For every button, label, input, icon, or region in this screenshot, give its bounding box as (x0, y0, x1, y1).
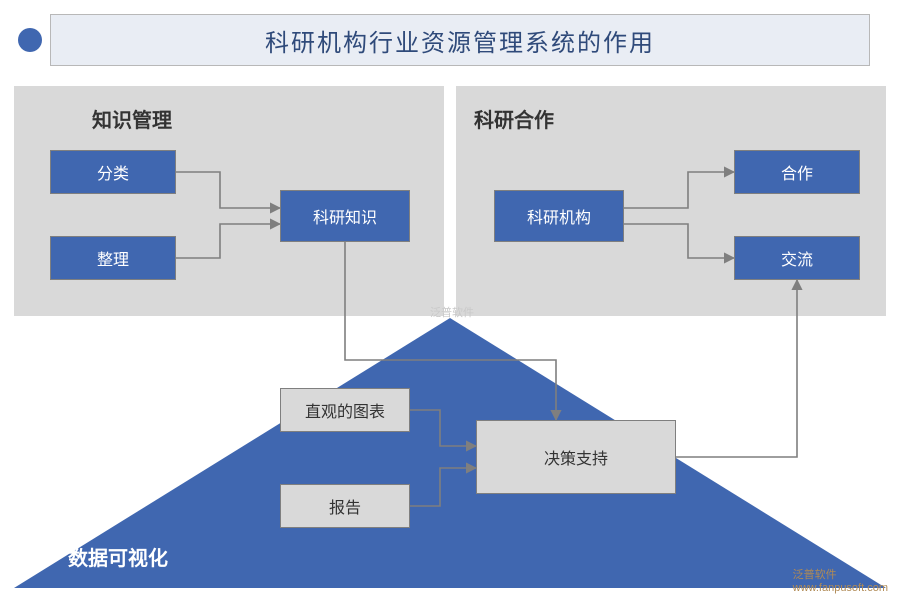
node-knowledge: 科研知识 (280, 190, 410, 242)
node-classify-label: 分类 (97, 160, 129, 184)
node-coop-label: 合作 (781, 160, 813, 184)
node-organize: 整理 (50, 236, 176, 280)
watermark-corner: 泛普软件 www.fanpusoft.com (793, 566, 888, 594)
node-charts-label: 直观的图表 (305, 398, 385, 422)
section-title-right: 科研合作 (474, 104, 554, 133)
node-institute: 科研机构 (494, 190, 624, 242)
node-exchange-label: 交流 (781, 246, 813, 270)
node-decision-label: 决策支持 (544, 445, 608, 469)
watermark-center: 泛普软件 (430, 304, 474, 320)
section-title-left: 知识管理 (92, 104, 172, 133)
watermark-corner-text: 泛普软件 (793, 569, 837, 581)
watermark-corner-url: www.fanpusoft.com (793, 582, 888, 594)
node-exchange: 交流 (734, 236, 860, 280)
node-report: 报告 (280, 484, 410, 528)
section-title-bottom: 数据可视化 (68, 542, 168, 571)
node-decision: 决策支持 (476, 420, 676, 494)
node-organize-label: 整理 (97, 246, 129, 270)
node-knowledge-label: 科研知识 (313, 204, 377, 228)
node-institute-label: 科研机构 (527, 204, 591, 228)
title-text: 科研机构行业资源管理系统的作用 (265, 23, 655, 58)
node-charts: 直观的图表 (280, 388, 410, 432)
title-bullet (18, 28, 42, 52)
node-report-label: 报告 (329, 494, 361, 518)
diagram-canvas: 科研机构行业资源管理系统的作用 知识管理 科研合作 数据可视化 分类 整理 科研… (0, 0, 900, 600)
node-classify: 分类 (50, 150, 176, 194)
node-coop: 合作 (734, 150, 860, 194)
title-bar: 科研机构行业资源管理系统的作用 (50, 14, 870, 66)
